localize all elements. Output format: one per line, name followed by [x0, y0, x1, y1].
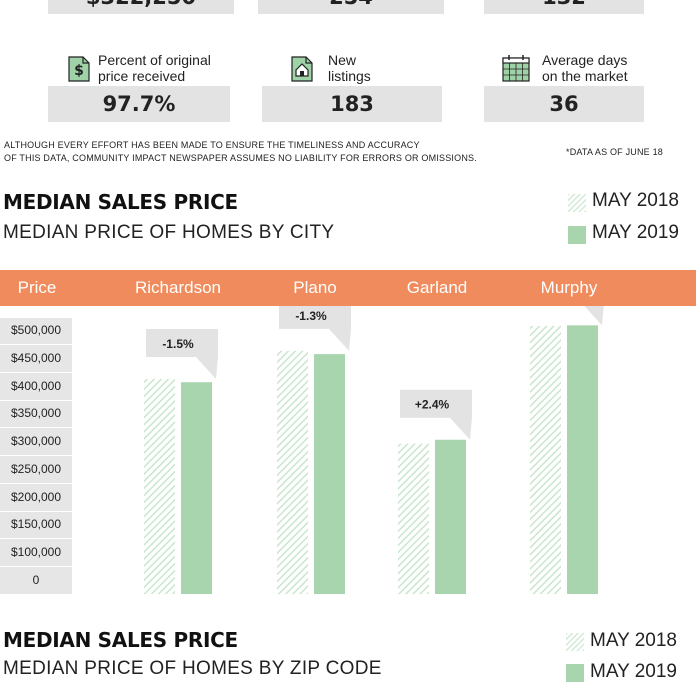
y-tick-label: $150,000: [10, 517, 62, 532]
change-label-garland: +2.4%: [415, 398, 450, 412]
bar-2018-plano: [277, 350, 308, 594]
y-tick-separator: [0, 482, 72, 484]
stat-label-days-line1: Average days: [542, 52, 628, 68]
stat-value-new: 183: [262, 86, 442, 122]
stat-label-new-line1: New: [328, 52, 357, 68]
change-label-richardson: -1.5%: [162, 337, 194, 351]
stat-label-pct-line1: Percent of original: [98, 52, 211, 68]
data-as-of-note: *DATA AS OF JUNE 18: [566, 147, 663, 157]
change-callout-plano: [279, 306, 351, 351]
y-tick-separator: [0, 371, 72, 373]
y-tick-label: $200,000: [10, 489, 62, 504]
calendar-icon: [502, 55, 530, 82]
homes-sold-value: 254: [258, 0, 444, 14]
y-tick-separator: [0, 399, 72, 401]
dollar-document-icon: $: [68, 56, 90, 82]
section1-title: MEDIAN SALES PRICE: [3, 190, 238, 214]
y-tick-label: $500,000: [10, 323, 62, 337]
y-tick-label: $100,000: [10, 545, 62, 560]
header-richardson: Richardson: [135, 278, 221, 297]
stat-label-pct-line2: price received: [98, 68, 186, 84]
stat-value-days-text: 36: [549, 92, 579, 116]
legend2-swatch-2018: [566, 633, 584, 651]
header-plano: Plano: [293, 278, 337, 297]
header-garland: Garland: [406, 278, 468, 297]
stat-label-pct: Percent of original price received: [98, 52, 211, 84]
y-tick-label: $450,000: [10, 350, 62, 365]
legend2-label-2018: MAY 2018: [590, 630, 677, 651]
median-price-text: $322,250: [86, 0, 196, 9]
y-tick-label: $400,000: [10, 378, 62, 393]
y-tick-label: 0: [32, 573, 40, 587]
y-tick-separator: [0, 566, 72, 568]
svg-text:$: $: [74, 63, 84, 79]
legend-swatch-2018: [568, 194, 586, 212]
stat-label-new-line2: listings: [328, 68, 371, 84]
y-tick-label: $350,000: [10, 406, 62, 421]
header-price: Price: [17, 278, 57, 297]
stat-value-pct: 97.7%: [48, 86, 230, 122]
legend-swatch-2019: [568, 226, 586, 244]
median-price-value: $322,250: [48, 0, 234, 14]
legend-label-2018: MAY 2018: [592, 190, 679, 211]
legend-label-2019: MAY 2019: [592, 222, 679, 243]
active-listings-value: 132: [484, 0, 644, 14]
house-document-icon: [291, 56, 313, 82]
y-tick-separator: [0, 427, 72, 429]
chart-header-band: Price Richardson Plano Garland Murphy: [0, 270, 696, 306]
section1-subtitle: MEDIAN PRICE OF HOMES BY CITY: [3, 222, 335, 243]
stat-label-days: Average days on the market: [542, 52, 628, 84]
bar-2019-garland: [435, 439, 466, 594]
homes-sold-text: 254: [329, 0, 373, 9]
section2-subtitle: MEDIAN PRICE OF HOMES BY ZIP CODE: [3, 658, 382, 679]
stat-label-days-line2: on the market: [542, 68, 628, 84]
legend2-label-2019: MAY 2019: [590, 661, 677, 682]
bar-2018-garland: [398, 443, 429, 594]
y-tick-separator: [0, 455, 72, 457]
city-bar-chart: -1.5%-1.3%+2.4%+0.3%: [144, 306, 604, 594]
stat-label-new: New listings: [328, 52, 371, 84]
y-tick-label: $300,000: [10, 434, 62, 449]
y-tick-separator: [0, 510, 72, 512]
bar-2018-richardson: [144, 378, 175, 594]
active-listings-text: 132: [542, 0, 586, 9]
legend2-swatch-2019: [566, 664, 584, 682]
y-tick-label: $250,000: [10, 461, 62, 476]
disclaimer: ALTHOUGH EVERY EFFORT HAS BEEN MADE TO E…: [4, 139, 477, 165]
y-tick-separator: [0, 538, 72, 540]
stat-value-days: 36: [484, 86, 644, 122]
disclaimer-line2: OF THIS DATA, COMMUNITY IMPACT NEWSPAPER…: [4, 153, 477, 163]
change-callout-murphy: [584, 306, 604, 326]
bar-2018-murphy: [530, 326, 561, 594]
change-callout-richardson: [146, 328, 218, 379]
change-label-plano: -1.3%: [295, 309, 327, 323]
bar-2019-richardson: [181, 382, 212, 594]
header-murphy: Murphy: [540, 278, 598, 297]
bar-2019-plano: [314, 354, 345, 594]
change-callout-garland: [400, 389, 472, 440]
bar-2019-murphy: [567, 325, 598, 594]
section2-title: MEDIAN SALES PRICE: [3, 628, 238, 652]
stat-value-pct-text: 97.7%: [102, 92, 176, 116]
stat-value-new-text: 183: [330, 92, 374, 116]
disclaimer-line1: ALTHOUGH EVERY EFFORT HAS BEEN MADE TO E…: [4, 140, 420, 150]
y-tick-separator: [0, 344, 72, 345]
